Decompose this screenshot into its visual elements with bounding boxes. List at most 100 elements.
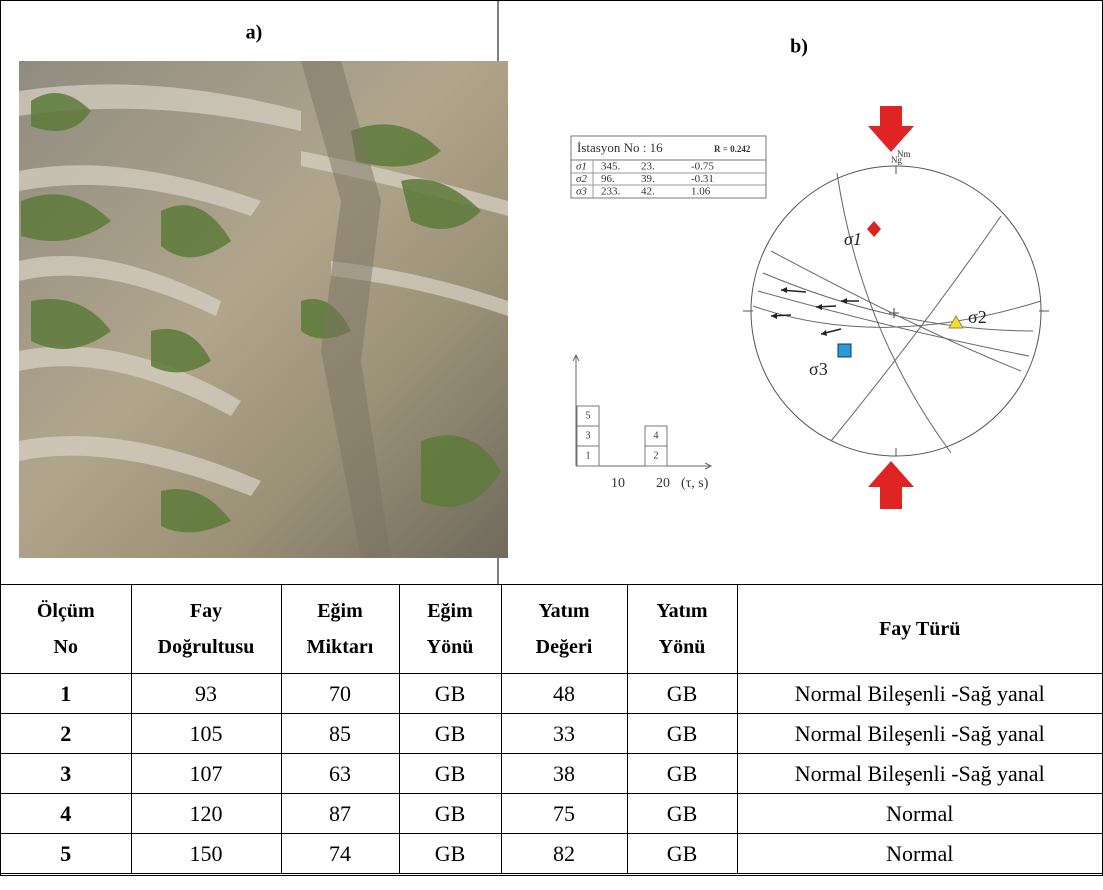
header-text: Fay Türü — [879, 618, 960, 640]
table-cell: GB — [627, 714, 737, 754]
header-text: Doğrultusu — [158, 636, 255, 658]
table-cell: 82 — [501, 834, 627, 874]
table-cell: 87 — [281, 794, 399, 834]
header-cell: Fay Doğrultusu — [131, 585, 281, 674]
hist-box-label: 4 — [654, 430, 659, 441]
figure-panels: a) b) İstasyon No : 16 R = 0.242 — [1, 1, 1102, 584]
table-cell: 1 — [1, 674, 131, 714]
header-text: Ölçüm — [37, 600, 95, 622]
table-cell: 3 — [1, 754, 131, 794]
table-cell: GB — [399, 834, 501, 874]
station-title: İstasyon No : 16 — [577, 140, 663, 155]
sigma3-marker — [838, 344, 851, 357]
panel-label: b) — [790, 36, 808, 58]
table-cell: 5 — [1, 834, 131, 874]
table-cell: 38 — [501, 754, 627, 794]
hist-box-label: 3 — [586, 430, 591, 441]
table-cell: GB — [399, 674, 501, 714]
table-cell: GB — [399, 754, 501, 794]
header-cell: Yatım Yönü — [627, 585, 737, 674]
table-cell: Normal Bileşenli -Sağ yanal — [737, 754, 1102, 794]
station-cell: 345. — [601, 161, 621, 173]
panel-label: a) — [246, 22, 263, 44]
stress-label: σ1 — [844, 229, 862, 249]
compression-arrow — [868, 461, 914, 509]
table-cell: 120 — [131, 794, 281, 834]
table-cell: GB — [399, 794, 501, 834]
table-cell: GB — [627, 794, 737, 834]
stress-label: σ3 — [809, 359, 828, 379]
fault-plane — [753, 301, 1041, 327]
header-text: Yatım — [538, 600, 589, 622]
station-cell: σ2 — [576, 173, 587, 185]
header-cell: Eğim Yönü — [399, 585, 501, 674]
table-cell: Normal Bileşenli -Sağ yanal — [737, 714, 1102, 754]
station-cell: 42. — [641, 186, 655, 198]
page: a) b) İstasyon No : 16 R = 0.242 — [0, 0, 1103, 876]
station-cell: σ1 — [576, 161, 587, 173]
table-cell: GB — [627, 754, 737, 794]
fault-plane — [763, 273, 1033, 331]
header-cell: Yatım Değeri — [501, 585, 627, 674]
net-circle — [751, 166, 1041, 456]
header-text: Yönü — [427, 636, 474, 658]
table-cell: 74 — [281, 834, 399, 874]
header-text: Yönü — [659, 636, 706, 658]
table-cell: 70 — [281, 674, 399, 714]
table-cell: 75 — [501, 794, 627, 834]
table-row: 210585GB33GBNormal Bileşenli -Sağ yanal — [1, 714, 1102, 754]
table-cell: 63 — [281, 754, 399, 794]
stress-label: σ2 — [968, 307, 987, 327]
table-cell: 2 — [1, 714, 131, 754]
table-cell: Normal — [737, 794, 1102, 834]
table-cell: GB — [399, 714, 501, 754]
table-cell: 4 — [1, 794, 131, 834]
hist-axis-label: (τ, s) — [681, 476, 709, 491]
table-cell: 150 — [131, 834, 281, 874]
header-cell: Ölçüm No — [1, 585, 131, 674]
hist-box-label: 5 — [586, 410, 591, 421]
station-cell: 233. — [601, 186, 621, 198]
header-text: Eğim — [427, 600, 473, 622]
header-text: No — [54, 636, 78, 658]
header-text: Eğim — [317, 600, 363, 622]
table-cell: Normal — [737, 834, 1102, 874]
header-text: Fay — [190, 600, 222, 622]
photo — [19, 61, 508, 558]
station-ratio: R = 0.242 — [714, 144, 751, 154]
hist-box-label: 1 — [586, 450, 591, 461]
station-cell: -0.31 — [691, 173, 714, 185]
table-cell: 85 — [281, 714, 399, 754]
station-cell: -0.75 — [691, 161, 714, 173]
header-text: Yatım — [656, 600, 707, 622]
table-cell: GB — [627, 834, 737, 874]
header-text: Miktarı — [307, 636, 374, 658]
hist-axis-label: 20 — [656, 476, 670, 491]
header-cell: Fay Türü — [737, 585, 1102, 674]
header-text: Değeri — [536, 636, 593, 658]
table-cell: 93 — [131, 674, 281, 714]
table-cell: 107 — [131, 754, 281, 794]
stereonet — [743, 106, 1049, 509]
slip-arrow — [771, 290, 859, 334]
table-cell: Normal Bileşenli -Sağ yanal — [737, 674, 1102, 714]
fault-plane — [758, 291, 1029, 356]
station-cell: 23. — [641, 161, 655, 173]
north-label: Ng — [891, 155, 902, 165]
table-cell: GB — [627, 674, 737, 714]
station-cell: 39. — [641, 173, 655, 185]
table-cell: 33 — [501, 714, 627, 754]
table-cell: 105 — [131, 714, 281, 754]
hist-box-label: 2 — [654, 450, 659, 461]
station-cell: 1.06 — [691, 186, 711, 198]
station-cell: σ3 — [576, 186, 587, 198]
hist-axis-label: 10 — [611, 476, 625, 491]
station-cell: 96. — [601, 173, 615, 185]
header-cell: Eğim Miktarı — [281, 585, 399, 674]
